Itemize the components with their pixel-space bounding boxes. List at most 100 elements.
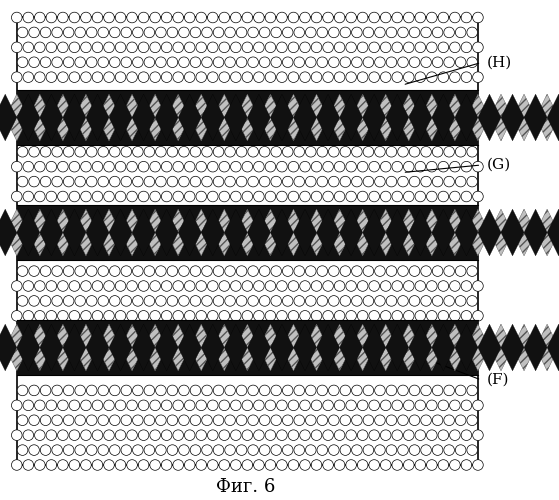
Circle shape xyxy=(288,400,299,410)
Circle shape xyxy=(46,72,56,83)
Circle shape xyxy=(467,146,477,157)
Circle shape xyxy=(23,162,34,172)
Circle shape xyxy=(317,385,328,396)
Circle shape xyxy=(415,460,425,470)
Polygon shape xyxy=(63,94,86,141)
Polygon shape xyxy=(501,324,524,371)
Circle shape xyxy=(444,57,454,68)
Circle shape xyxy=(110,146,120,157)
Polygon shape xyxy=(455,209,478,256)
Polygon shape xyxy=(63,324,86,371)
Circle shape xyxy=(300,162,310,172)
Circle shape xyxy=(115,400,126,410)
Circle shape xyxy=(104,280,114,291)
Circle shape xyxy=(415,430,425,440)
Circle shape xyxy=(115,12,126,23)
Polygon shape xyxy=(17,94,40,141)
Circle shape xyxy=(438,12,449,23)
Circle shape xyxy=(184,400,195,410)
Circle shape xyxy=(242,191,253,202)
Circle shape xyxy=(29,445,39,456)
Circle shape xyxy=(415,72,425,83)
Circle shape xyxy=(35,310,45,321)
Circle shape xyxy=(323,280,333,291)
Polygon shape xyxy=(478,94,501,141)
Circle shape xyxy=(317,266,328,276)
Circle shape xyxy=(397,176,408,187)
Circle shape xyxy=(202,146,212,157)
Circle shape xyxy=(421,445,432,456)
Circle shape xyxy=(352,176,362,187)
Circle shape xyxy=(138,162,149,172)
Circle shape xyxy=(236,146,247,157)
Circle shape xyxy=(190,146,201,157)
Polygon shape xyxy=(86,209,109,256)
Polygon shape xyxy=(374,209,397,256)
Circle shape xyxy=(248,57,258,68)
Circle shape xyxy=(23,460,34,470)
Circle shape xyxy=(52,57,63,68)
Circle shape xyxy=(69,400,80,410)
Circle shape xyxy=(346,460,357,470)
Circle shape xyxy=(207,280,218,291)
Circle shape xyxy=(392,12,402,23)
Circle shape xyxy=(52,415,63,426)
Circle shape xyxy=(121,385,131,396)
Circle shape xyxy=(155,445,166,456)
Circle shape xyxy=(259,296,270,306)
Polygon shape xyxy=(397,209,420,256)
Circle shape xyxy=(282,27,293,38)
Circle shape xyxy=(80,162,91,172)
Circle shape xyxy=(144,415,155,426)
Circle shape xyxy=(110,266,120,276)
Circle shape xyxy=(386,266,397,276)
Circle shape xyxy=(259,266,270,276)
Circle shape xyxy=(167,57,178,68)
Circle shape xyxy=(23,42,34,52)
Circle shape xyxy=(121,57,131,68)
Circle shape xyxy=(334,12,345,23)
Circle shape xyxy=(397,415,408,426)
Polygon shape xyxy=(547,209,559,256)
Polygon shape xyxy=(316,94,340,141)
Polygon shape xyxy=(432,324,455,371)
Polygon shape xyxy=(536,209,558,256)
Circle shape xyxy=(225,27,235,38)
Circle shape xyxy=(467,415,477,426)
Circle shape xyxy=(340,266,350,276)
Circle shape xyxy=(404,310,414,321)
Circle shape xyxy=(144,445,155,456)
Circle shape xyxy=(29,176,39,187)
Circle shape xyxy=(110,27,120,38)
Circle shape xyxy=(75,445,86,456)
Circle shape xyxy=(427,72,437,83)
Circle shape xyxy=(461,310,472,321)
Circle shape xyxy=(282,57,293,68)
Circle shape xyxy=(35,42,45,52)
Circle shape xyxy=(461,430,472,440)
Circle shape xyxy=(317,146,328,157)
Polygon shape xyxy=(190,94,213,141)
Circle shape xyxy=(323,12,333,23)
Circle shape xyxy=(404,12,414,23)
Circle shape xyxy=(173,72,183,83)
Polygon shape xyxy=(155,324,178,371)
Polygon shape xyxy=(247,324,271,371)
Polygon shape xyxy=(109,324,132,371)
Circle shape xyxy=(259,27,270,38)
Circle shape xyxy=(248,266,258,276)
Circle shape xyxy=(409,27,420,38)
Circle shape xyxy=(225,176,235,187)
Circle shape xyxy=(432,385,443,396)
Circle shape xyxy=(369,72,380,83)
Circle shape xyxy=(138,42,149,52)
Polygon shape xyxy=(386,94,409,141)
Circle shape xyxy=(207,400,218,410)
Circle shape xyxy=(104,162,114,172)
Circle shape xyxy=(265,72,276,83)
Circle shape xyxy=(329,296,339,306)
Circle shape xyxy=(456,27,466,38)
Circle shape xyxy=(392,460,402,470)
Circle shape xyxy=(144,385,155,396)
Polygon shape xyxy=(213,324,236,371)
